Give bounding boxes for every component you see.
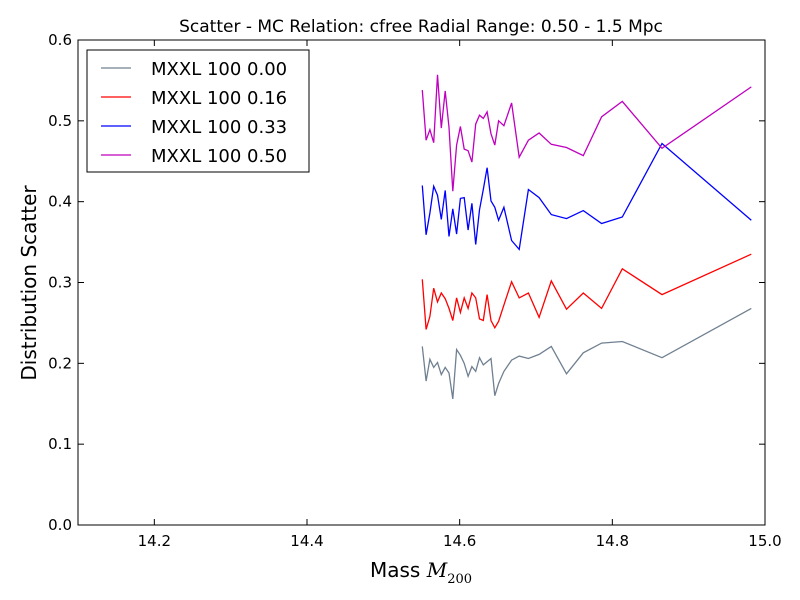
legend-label-1: MXXL 100 0.00 <box>151 59 287 80</box>
y-tick-label: 0.5 <box>48 112 72 130</box>
y-tick-label: 0.6 <box>48 31 72 49</box>
series-layer <box>421 74 752 399</box>
legend: MXXL 100 0.00 MXXL 100 0.16 MXXL 100 0.33 M… <box>86 49 310 173</box>
legend-label-4: MXXL 100 0.50 <box>151 146 287 167</box>
y-tick-label: 0.0 <box>48 516 72 534</box>
x-axis-label-subscript: 200 <box>447 572 472 587</box>
x-tick-label: 14.4 <box>290 532 323 550</box>
series-line-1 <box>421 307 752 399</box>
x-tick-label: 15.0 <box>748 532 781 550</box>
x-axis-label: Mass M200 <box>370 558 472 587</box>
y-axis-label: Distribution Scatter <box>17 185 41 381</box>
plot-frame <box>77 39 766 526</box>
y-tick-label: 0.4 <box>48 193 72 211</box>
y-tick-label: 0.1 <box>48 435 72 453</box>
x-axis-label-symbol: M <box>426 558 448 582</box>
legend-label-3: MXXL 100 0.33 <box>151 117 287 138</box>
ticks-layer: 0.0 0.1 0.2 0.3 0.4 0.5 0.6 14.2 14.4 14.6 14.8 15.… <box>48 31 782 550</box>
legend-label-2: MXXL 100 0.16 <box>151 88 287 109</box>
chart-title: Scatter - MC Relation: cfree Radial Rang… <box>179 17 663 37</box>
series-line-3 <box>421 142 752 251</box>
x-tick-label: 14.8 <box>596 532 629 550</box>
x-axis-label-text: Mass <box>370 558 427 582</box>
y-tick-label: 0.2 <box>48 354 72 372</box>
legend-box <box>86 49 310 173</box>
series-line-4 <box>421 74 752 192</box>
y-tick-label: 0.3 <box>48 274 72 292</box>
series-line-2 <box>421 253 752 330</box>
x-tick-label: 14.6 <box>443 532 476 550</box>
x-tick-label: 14.2 <box>138 532 171 550</box>
